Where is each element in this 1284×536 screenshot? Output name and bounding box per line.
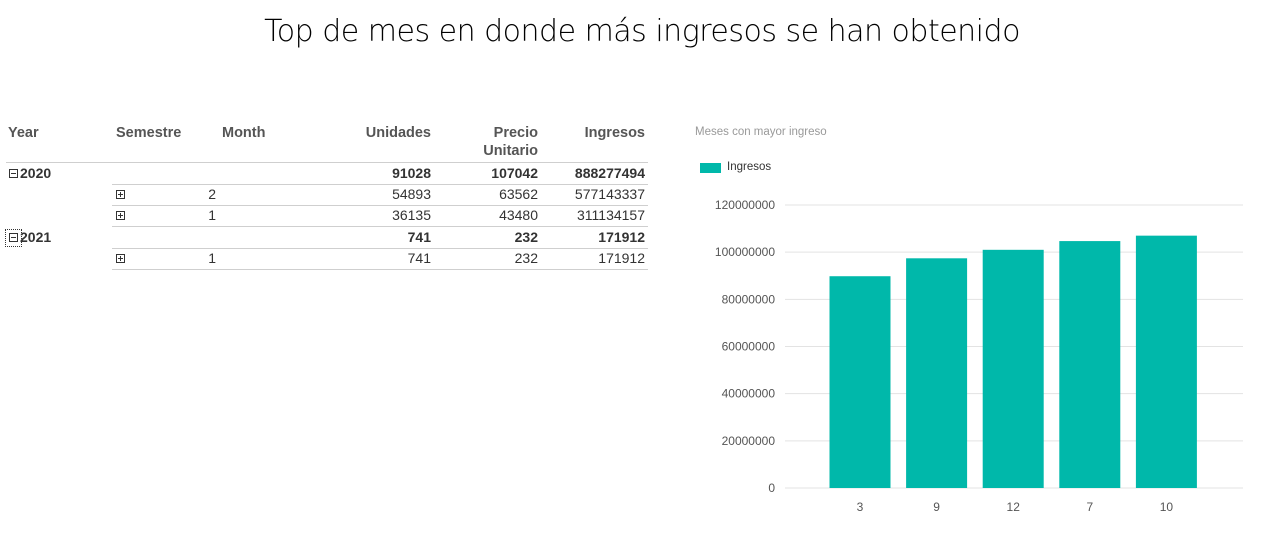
- row-divider: [112, 226, 648, 227]
- y-tick-label: 40000000: [722, 387, 776, 401]
- table-row: 2 54893 63562 577143337: [0, 184, 660, 205]
- focus-indicator: [5, 229, 22, 247]
- y-tick-label: 20000000: [722, 434, 776, 448]
- precio-value: 232: [514, 250, 538, 266]
- row-divider: [112, 184, 648, 185]
- header-semestre[interactable]: Semestre: [116, 125, 182, 141]
- ingresos-value: 171912: [598, 229, 645, 245]
- bar-month-3[interactable]: [829, 276, 891, 488]
- collapse-icon[interactable]: [9, 169, 18, 178]
- row-divider: [112, 205, 648, 206]
- unidades-value: 91028: [392, 165, 431, 181]
- precio-value: 63562: [499, 186, 538, 202]
- x-tick-label: 9: [933, 500, 940, 514]
- bar-month-9[interactable]: [906, 258, 968, 488]
- bar-month-7[interactable]: [1059, 241, 1121, 488]
- y-tick-label: 0: [768, 481, 775, 495]
- unidades-value: 54893: [392, 186, 431, 202]
- legend-label[interactable]: Ingresos: [727, 161, 772, 173]
- y-tick-label: 80000000: [722, 292, 776, 306]
- header-precio-line1: Precio: [493, 125, 538, 141]
- table-row: 2021 741 232 171912: [0, 227, 660, 248]
- x-tick-label: 10: [1160, 500, 1174, 514]
- bar-month-10[interactable]: [1135, 235, 1197, 488]
- bar-month-12[interactable]: [982, 249, 1044, 488]
- semestre-value: 1: [208, 250, 216, 266]
- legend-swatch[interactable]: [700, 163, 721, 173]
- precio-value: 107042: [491, 165, 538, 181]
- precio-value: 232: [514, 229, 538, 245]
- y-tick-label: 100000000: [715, 245, 775, 259]
- y-tick-label: 120000000: [715, 198, 775, 212]
- table-row: 1 36135 43480 311134157: [0, 205, 660, 226]
- unidades-value: 36135: [392, 207, 431, 223]
- year-label: 2021: [20, 229, 52, 245]
- unidades-value: 741: [407, 229, 431, 245]
- collapse-icon[interactable]: [9, 233, 18, 242]
- header-unidades[interactable]: Unidades: [365, 125, 431, 141]
- table-row: 2020 91028 107042 888277494: [0, 163, 660, 184]
- header-precio-line2: Unitario: [483, 143, 538, 159]
- semestre-value: 1: [208, 207, 216, 223]
- x-tick-label: 3: [857, 500, 864, 514]
- expand-icon[interactable]: [116, 211, 125, 220]
- header-month[interactable]: Month: [222, 125, 266, 141]
- y-tick-label: 60000000: [722, 340, 776, 354]
- ingresos-value: 577143337: [574, 186, 645, 202]
- chart-title: Meses con mayor ingreso: [695, 126, 827, 138]
- precio-value: 43480: [499, 207, 538, 223]
- header-precio-unitario[interactable]: Precio Unitario: [440, 124, 538, 160]
- table-row: 1 741 232 171912: [0, 248, 660, 269]
- page-title: Top de mes en donde más ingresos se han …: [264, 14, 1020, 49]
- header-year[interactable]: Year: [8, 125, 39, 141]
- ingresos-value: 171912: [598, 250, 645, 266]
- x-tick-label: 12: [1007, 500, 1021, 514]
- header-divider: [6, 162, 648, 163]
- ingresos-value: 311134157: [577, 207, 645, 223]
- year-label: 2020: [20, 165, 52, 181]
- row-divider: [112, 269, 648, 270]
- ingresos-value: 888277494: [574, 165, 645, 181]
- header-ingresos[interactable]: Ingresos: [584, 125, 645, 141]
- x-tick-label: 7: [1086, 500, 1093, 514]
- expand-icon[interactable]: [116, 190, 125, 199]
- row-divider: [112, 248, 648, 249]
- unidades-value: 741: [407, 250, 431, 266]
- semestre-value: 2: [208, 186, 216, 202]
- expand-icon[interactable]: [116, 254, 125, 263]
